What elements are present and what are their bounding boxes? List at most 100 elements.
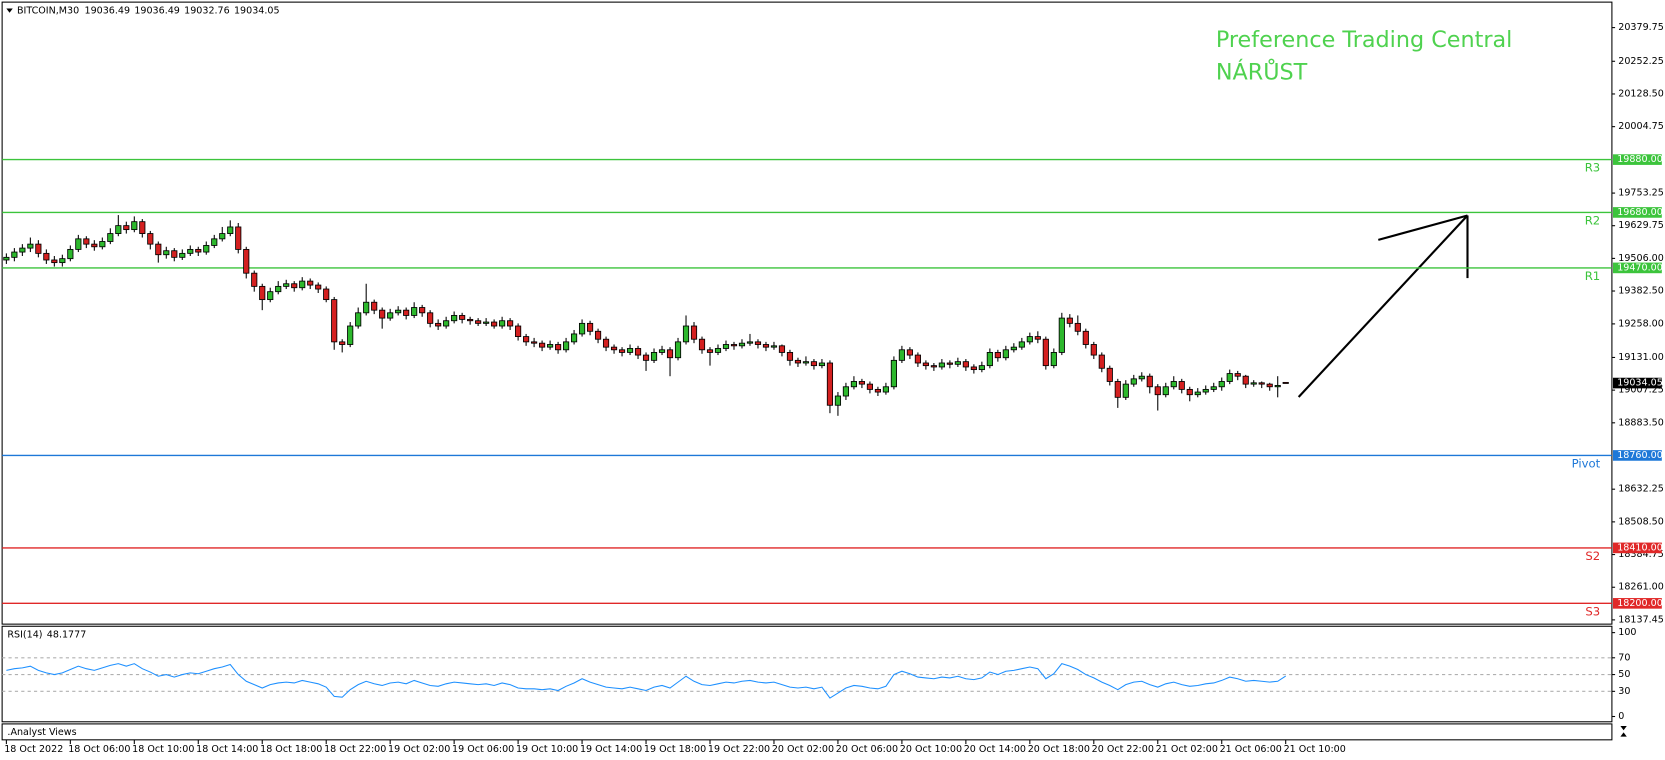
rsi-label: RSI(14) 48.1777: [7, 629, 86, 640]
analyst-panel-frame: [1, 723, 1613, 741]
symbol: BITCOIN,M30: [17, 5, 79, 16]
candle-body: [1034, 336, 1041, 340]
candle-body: [842, 386, 850, 397]
y-tick-label: 70: [1618, 652, 1630, 663]
candle-body: [19, 247, 26, 253]
x-tick-label: 20 Oct 02:00: [772, 744, 834, 755]
candle-body: [578, 322, 586, 335]
x-tick-label: 20 Oct 22:00: [1092, 744, 1154, 755]
candle-body: [395, 309, 402, 314]
candle-body: [866, 383, 873, 390]
candle-body: [219, 233, 226, 240]
x-tick-label: 18 Oct 14:00: [196, 744, 258, 755]
candle-body: [59, 258, 66, 264]
candle-body: [586, 322, 594, 332]
candle-body: [187, 248, 194, 254]
candle-body: [259, 285, 266, 301]
candle-body: [163, 250, 170, 256]
candle-body: [738, 342, 746, 347]
candle-body: [714, 348, 722, 353]
candle-body: [1266, 383, 1273, 388]
candle-body: [954, 361, 961, 365]
candle-body: [1058, 317, 1065, 353]
x-tick-label: 19 Oct 18:00: [644, 744, 706, 755]
level-price-label: 19680.00: [1617, 207, 1663, 218]
candle-body: [690, 325, 698, 340]
candle-body: [674, 341, 682, 359]
candle-body: [171, 250, 178, 258]
candle-body: [131, 221, 138, 231]
candle-body: [235, 226, 242, 250]
level-name: Pivot: [1572, 456, 1601, 470]
candle-body: [403, 309, 410, 316]
scroll-icon: [1620, 726, 1627, 737]
candle-body: [123, 225, 130, 231]
candle-body: [1018, 341, 1025, 348]
candle-body: [754, 341, 762, 345]
arrow-shaft: [1297, 214, 1469, 398]
candle-body: [283, 283, 290, 287]
x-tick-label: 19 Oct 14:00: [580, 744, 642, 755]
rsi-line: [6, 663, 1286, 699]
candle-body: [275, 285, 282, 293]
level-name: R3: [1585, 161, 1601, 175]
candle-body: [882, 386, 889, 393]
candle-body: [634, 348, 642, 356]
candle-body: [786, 352, 794, 361]
candle-body: [3, 256, 10, 261]
candle-body: [1218, 381, 1225, 388]
candle-body: [147, 233, 154, 245]
arrow-head: [1378, 214, 1468, 241]
candle-body: [722, 344, 730, 349]
y-tick-label: 100: [1618, 627, 1636, 638]
y-tick-label: 19506.00: [1618, 253, 1664, 264]
y-tick-label: 50: [1618, 669, 1630, 680]
candle-body: [570, 333, 578, 343]
candle-body: [898, 349, 905, 361]
candle-body: [315, 284, 322, 290]
level-price-box: [1612, 154, 1662, 165]
candle-body: [339, 341, 346, 345]
y-tick-label: 19753.25: [1618, 188, 1664, 199]
candle-body: [874, 388, 881, 393]
level-price-label: 18410.00: [1617, 542, 1663, 553]
candle-body: [299, 280, 306, 289]
candle-body: [427, 312, 434, 324]
candle-body: [347, 325, 354, 345]
candle-body: [1234, 373, 1241, 377]
candle-body: [1162, 386, 1169, 396]
candle-body: [1258, 382, 1265, 385]
candle-body: [483, 321, 490, 324]
candle-body: [1194, 391, 1201, 396]
candle-body: [770, 345, 778, 348]
current-price-label: 19034.05: [1617, 378, 1663, 389]
candle-body: [435, 322, 442, 327]
level-price-label: 19470.00: [1617, 262, 1663, 273]
candle-body: [1106, 367, 1113, 382]
price-panel-frame: [1, 1, 1613, 625]
candle-body: [1282, 381, 1289, 384]
candle-body: [626, 348, 634, 353]
current-price-box: [1612, 377, 1662, 389]
y-tick-label: 20128.50: [1618, 88, 1664, 99]
x-tick-label: 18 Oct 18:00: [260, 744, 322, 755]
candle-body: [307, 280, 314, 286]
x-tick-label: 20 Oct 18:00: [1028, 744, 1090, 755]
candle-body: [658, 349, 666, 353]
level-price-label: 18760.00: [1617, 450, 1663, 461]
y-tick-label: 19258.00: [1618, 318, 1664, 329]
y-tick-label: 19629.75: [1618, 220, 1664, 231]
candle-body: [1210, 386, 1217, 390]
rsi-panel-frame: [1, 625, 1613, 723]
rsi-current: 48.1777: [47, 629, 86, 640]
candle-body: [179, 252, 186, 258]
candle-body: [1274, 385, 1281, 388]
candle-body: [227, 226, 234, 234]
candle-body: [371, 301, 378, 311]
candle-body: [794, 359, 802, 364]
candle-body: [531, 341, 538, 344]
candle-body: [475, 320, 482, 324]
y-tick-label: 19131.00: [1618, 352, 1664, 363]
x-tick-label: 19 Oct 06:00: [452, 744, 514, 755]
